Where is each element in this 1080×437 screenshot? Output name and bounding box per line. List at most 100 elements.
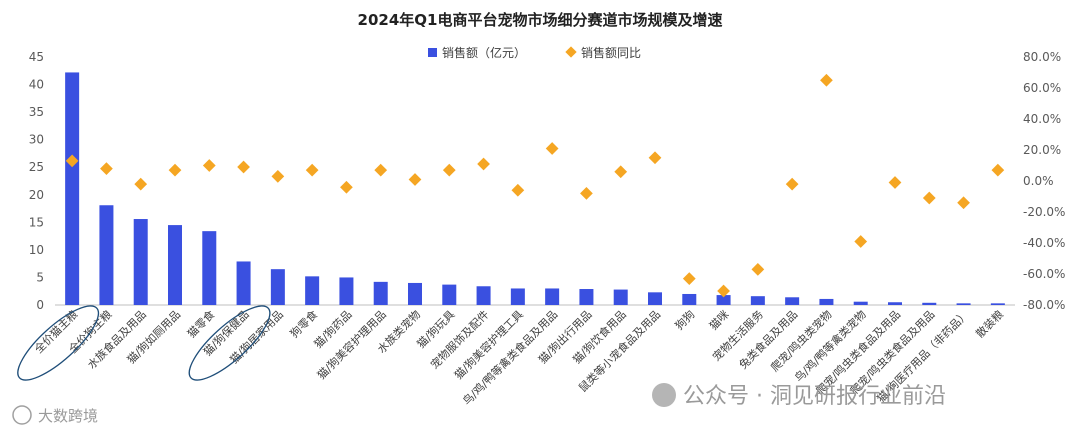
right-tick-label: 40.0%: [1023, 112, 1061, 126]
growth-point: [511, 183, 525, 197]
growth-point: [614, 165, 628, 179]
category-label: 宠物服饰及配件: [427, 307, 491, 371]
left-tick-label: 30: [29, 133, 44, 147]
bar: [990, 303, 1005, 305]
growth-point: [785, 177, 799, 191]
wechat-icon: [652, 383, 676, 407]
growth-point: [65, 154, 79, 168]
watermark-logo-icon: [12, 405, 32, 425]
category-label: 散装粮: [973, 307, 1006, 340]
growth-point: [580, 187, 593, 200]
growth-point: [202, 159, 216, 172]
right-tick-label: 60.0%: [1023, 81, 1061, 95]
bar: [236, 261, 251, 305]
bar: [682, 293, 697, 305]
bar: [510, 288, 525, 305]
growth-point: [134, 177, 148, 191]
growth-point: [991, 163, 1005, 177]
bar: [133, 219, 148, 305]
bar: [99, 205, 114, 305]
category-label: 狗零食: [287, 307, 320, 340]
right-axis: -80.0% -60.0% -40.0% -20.0% 0.0% 20.0% 40.0% 60…: [1023, 50, 1065, 312]
growth-point: [100, 162, 113, 175]
bar: [442, 284, 457, 305]
right-tick-label: -40.0%: [1023, 236, 1065, 250]
highlight-ellipse: [17, 305, 100, 381]
legend-bar-swatch: [428, 48, 437, 57]
left-tick-label: 0: [36, 298, 44, 312]
legend-bar-label: 销售额（亿元）: [442, 45, 526, 60]
right-tick-label: 0.0%: [1023, 174, 1054, 188]
growth-point: [305, 163, 319, 177]
growth-point: [442, 163, 456, 177]
left-tick-label: 25: [29, 160, 44, 174]
category-label: 狗狗: [673, 308, 698, 333]
legend-dot-swatch: [565, 46, 577, 58]
growth-point: [820, 73, 833, 87]
bar: [168, 225, 182, 305]
growth-point: [957, 196, 970, 210]
bar: [65, 72, 80, 305]
left-tick-label: 45: [29, 50, 44, 64]
right-tick-label: -80.0%: [1023, 298, 1065, 312]
category-label: 兔类食品及用品: [736, 307, 800, 371]
bar: [716, 295, 731, 305]
growth-point: [888, 176, 902, 189]
legend: 销售额（亿元） 销售额同比: [428, 45, 641, 60]
left-axis: 0 5 10 15 20 25 30 35 40 45: [29, 50, 44, 312]
growth-point: [648, 151, 662, 165]
left-tick-label: 15: [29, 215, 44, 229]
category-label: 猫咪: [707, 308, 732, 333]
bar: [408, 282, 422, 305]
growth-point: [682, 272, 696, 286]
growth-point: [340, 180, 353, 194]
left-tick-label: 10: [29, 243, 44, 257]
bar: [750, 296, 765, 305]
bar: [922, 302, 937, 305]
bar: [648, 292, 662, 305]
right-tick-label: 20.0%: [1023, 143, 1061, 157]
bar: [785, 297, 800, 305]
right-tick-label: -60.0%: [1023, 267, 1065, 281]
watermark-right: 公众号 · 洞见研报行业前沿: [652, 383, 946, 409]
highlight-ellipses: [17, 305, 271, 381]
left-tick-label: 35: [29, 105, 44, 119]
bar: [305, 276, 320, 305]
left-tick-label: 20: [29, 188, 44, 202]
bar: [853, 301, 868, 305]
growth-point: [374, 163, 388, 177]
growth-point: [751, 262, 765, 276]
growth-point: [922, 191, 936, 205]
bar: [202, 231, 217, 305]
bar: [476, 286, 491, 305]
bar: [545, 288, 560, 305]
left-tick-label: 5: [36, 270, 44, 284]
bar: [956, 303, 971, 305]
growth-point: [854, 235, 868, 248]
category-label: 水族食品及用品: [84, 307, 148, 371]
bar: [339, 277, 354, 305]
right-tick-label: 80.0%: [1023, 50, 1061, 64]
left-tick-label: 40: [29, 78, 44, 92]
growth-point: [168, 163, 182, 177]
bar: [270, 269, 285, 305]
watermark-right-text: 公众号 · 洞见研报行业前沿: [683, 384, 946, 409]
growth-point: [237, 160, 250, 174]
bar: [888, 302, 902, 305]
bar: [373, 281, 388, 305]
legend-dot-label: 销售额同比: [581, 45, 641, 60]
growth-point: [271, 169, 285, 183]
chart-title: 2024年Q1电商平台宠物市场细分赛道市场规模及增速: [358, 11, 723, 29]
bar: [579, 289, 594, 305]
bar: [819, 298, 834, 305]
highlight-ellipse: [188, 305, 271, 381]
bar-series: [65, 72, 1005, 305]
watermark-left: 大数跨境: [12, 405, 98, 425]
growth-point: [545, 142, 559, 155]
right-tick-label: -20.0%: [1023, 205, 1065, 219]
category-label: 爬宠/鸣虫类宠物: [768, 307, 835, 374]
watermark-left-text: 大数跨境: [38, 407, 98, 425]
bar: [613, 289, 628, 305]
growth-point: [408, 173, 422, 186]
